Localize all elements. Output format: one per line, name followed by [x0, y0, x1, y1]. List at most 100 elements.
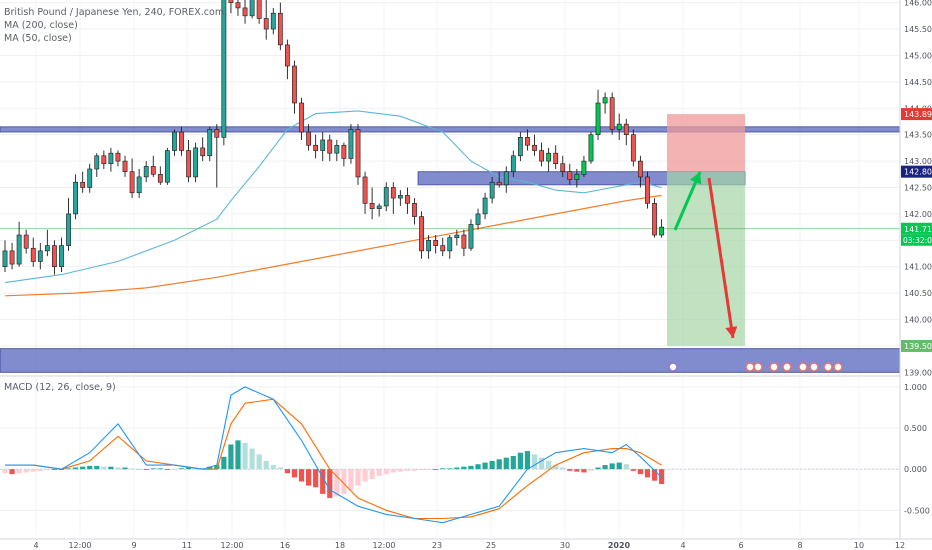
candle-body	[334, 144, 340, 154]
macd-histogram-bar	[94, 465, 100, 470]
macd-histogram-bar	[65, 468, 72, 470]
macd-histogram-bar	[164, 469, 170, 470]
candle	[489, 176, 495, 204]
candle	[207, 126, 213, 162]
macd-histogram-bar	[87, 465, 93, 470]
candle-body	[214, 129, 220, 138]
candle	[172, 129, 177, 156]
candle-body	[122, 160, 128, 172]
candle-body	[66, 213, 71, 246]
event-markers	[668, 362, 843, 372]
candle-body	[355, 129, 361, 178]
macd-histogram-bar	[178, 468, 185, 470]
candle-body	[539, 150, 544, 162]
candle-body	[652, 203, 657, 236]
candle-body	[277, 12, 283, 46]
candle-body	[306, 131, 311, 146]
candle-body	[390, 187, 396, 199]
candle	[157, 166, 163, 185]
macd-signal-line	[5, 398, 662, 520]
candle-body	[525, 137, 530, 146]
target-price-tag: 139.500	[901, 339, 932, 352]
candle	[80, 171, 86, 193]
candle	[101, 150, 107, 170]
macd-histogram-bar	[37, 469, 43, 471]
candle-body	[426, 240, 431, 252]
macd-histogram-bar	[404, 469, 411, 471]
resistance-zone	[0, 126, 901, 133]
candle-body	[616, 123, 622, 130]
candle-body	[637, 160, 643, 178]
time-tick-label: 12:00	[68, 541, 91, 550]
time-tick-label: 4	[680, 541, 685, 550]
price-tick-label: 141.000	[904, 263, 932, 272]
candle-body	[412, 203, 417, 217]
macd-histogram-bar	[30, 469, 36, 472]
projection-up-arrow	[673, 171, 702, 231]
candle-body	[588, 134, 594, 162]
candle-body	[228, 0, 234, 3]
price-tick-label: 143.000	[904, 157, 932, 166]
candle-body	[52, 245, 57, 268]
candle-body	[87, 168, 93, 188]
candle-body	[292, 65, 297, 104]
macd-histogram-bar	[115, 467, 121, 470]
time-tick-label: 30	[560, 541, 570, 550]
macd-histogram-bar	[305, 469, 312, 486]
candle	[30, 237, 36, 267]
macd-histogram-bar	[560, 467, 566, 470]
macd-histogram-bar	[185, 467, 192, 470]
candle-body	[454, 234, 460, 238]
macd-histogram-bar	[517, 452, 523, 470]
candle	[320, 132, 326, 162]
candle-body	[193, 147, 199, 178]
candle-body	[645, 176, 650, 204]
macd-tick-label: 0.000	[904, 465, 927, 474]
take-profit-zone	[667, 171, 745, 346]
projection-down-arrow-head	[725, 326, 738, 338]
candle-body	[164, 150, 170, 183]
candle	[186, 139, 191, 183]
candle	[66, 198, 71, 251]
candle	[383, 182, 389, 212]
candle-body	[475, 213, 481, 225]
candle	[539, 142, 544, 167]
macd-tick-label: 0.500	[904, 424, 927, 433]
macd-histogram-bar	[397, 469, 403, 472]
candle-body	[172, 131, 177, 151]
stop-price-tag: 143.890	[901, 108, 932, 121]
macd-histogram-bar	[101, 466, 107, 470]
candle-body	[489, 181, 495, 199]
macd-histogram-bar	[108, 466, 114, 470]
macd-histogram-bar	[320, 469, 326, 494]
time-tick-label: 6	[738, 541, 743, 550]
candle	[369, 187, 375, 220]
candle	[588, 132, 594, 164]
candle	[362, 171, 368, 214]
macd-histogram-bar	[313, 469, 319, 488]
candle	[270, 7, 276, 35]
candle	[94, 153, 100, 177]
candle	[546, 147, 552, 172]
macd-histogram-bar	[461, 466, 467, 470]
price-tick-label: 145.000	[904, 51, 932, 60]
countdown-text: 03:32:09	[903, 236, 932, 245]
price-tick-label: 140.000	[904, 316, 932, 325]
macd-histogram-bar	[426, 469, 432, 470]
macd-histogram-bar	[538, 457, 545, 470]
macd-histogram-bar	[327, 469, 333, 498]
price-tick-label: 140.500	[904, 289, 932, 298]
macd-histogram-bar	[454, 467, 460, 470]
macd-histogram-bar	[440, 468, 446, 470]
macd-histogram-bar	[348, 469, 354, 490]
time-tick-label: 4	[33, 541, 38, 550]
macd-histogram-bar	[16, 469, 22, 474]
macd-histogram-bar	[221, 456, 227, 470]
candle-body	[623, 123, 629, 135]
candle	[595, 89, 601, 140]
time-tick-label: 12:00	[372, 541, 395, 550]
event-marker-icon	[745, 362, 755, 372]
